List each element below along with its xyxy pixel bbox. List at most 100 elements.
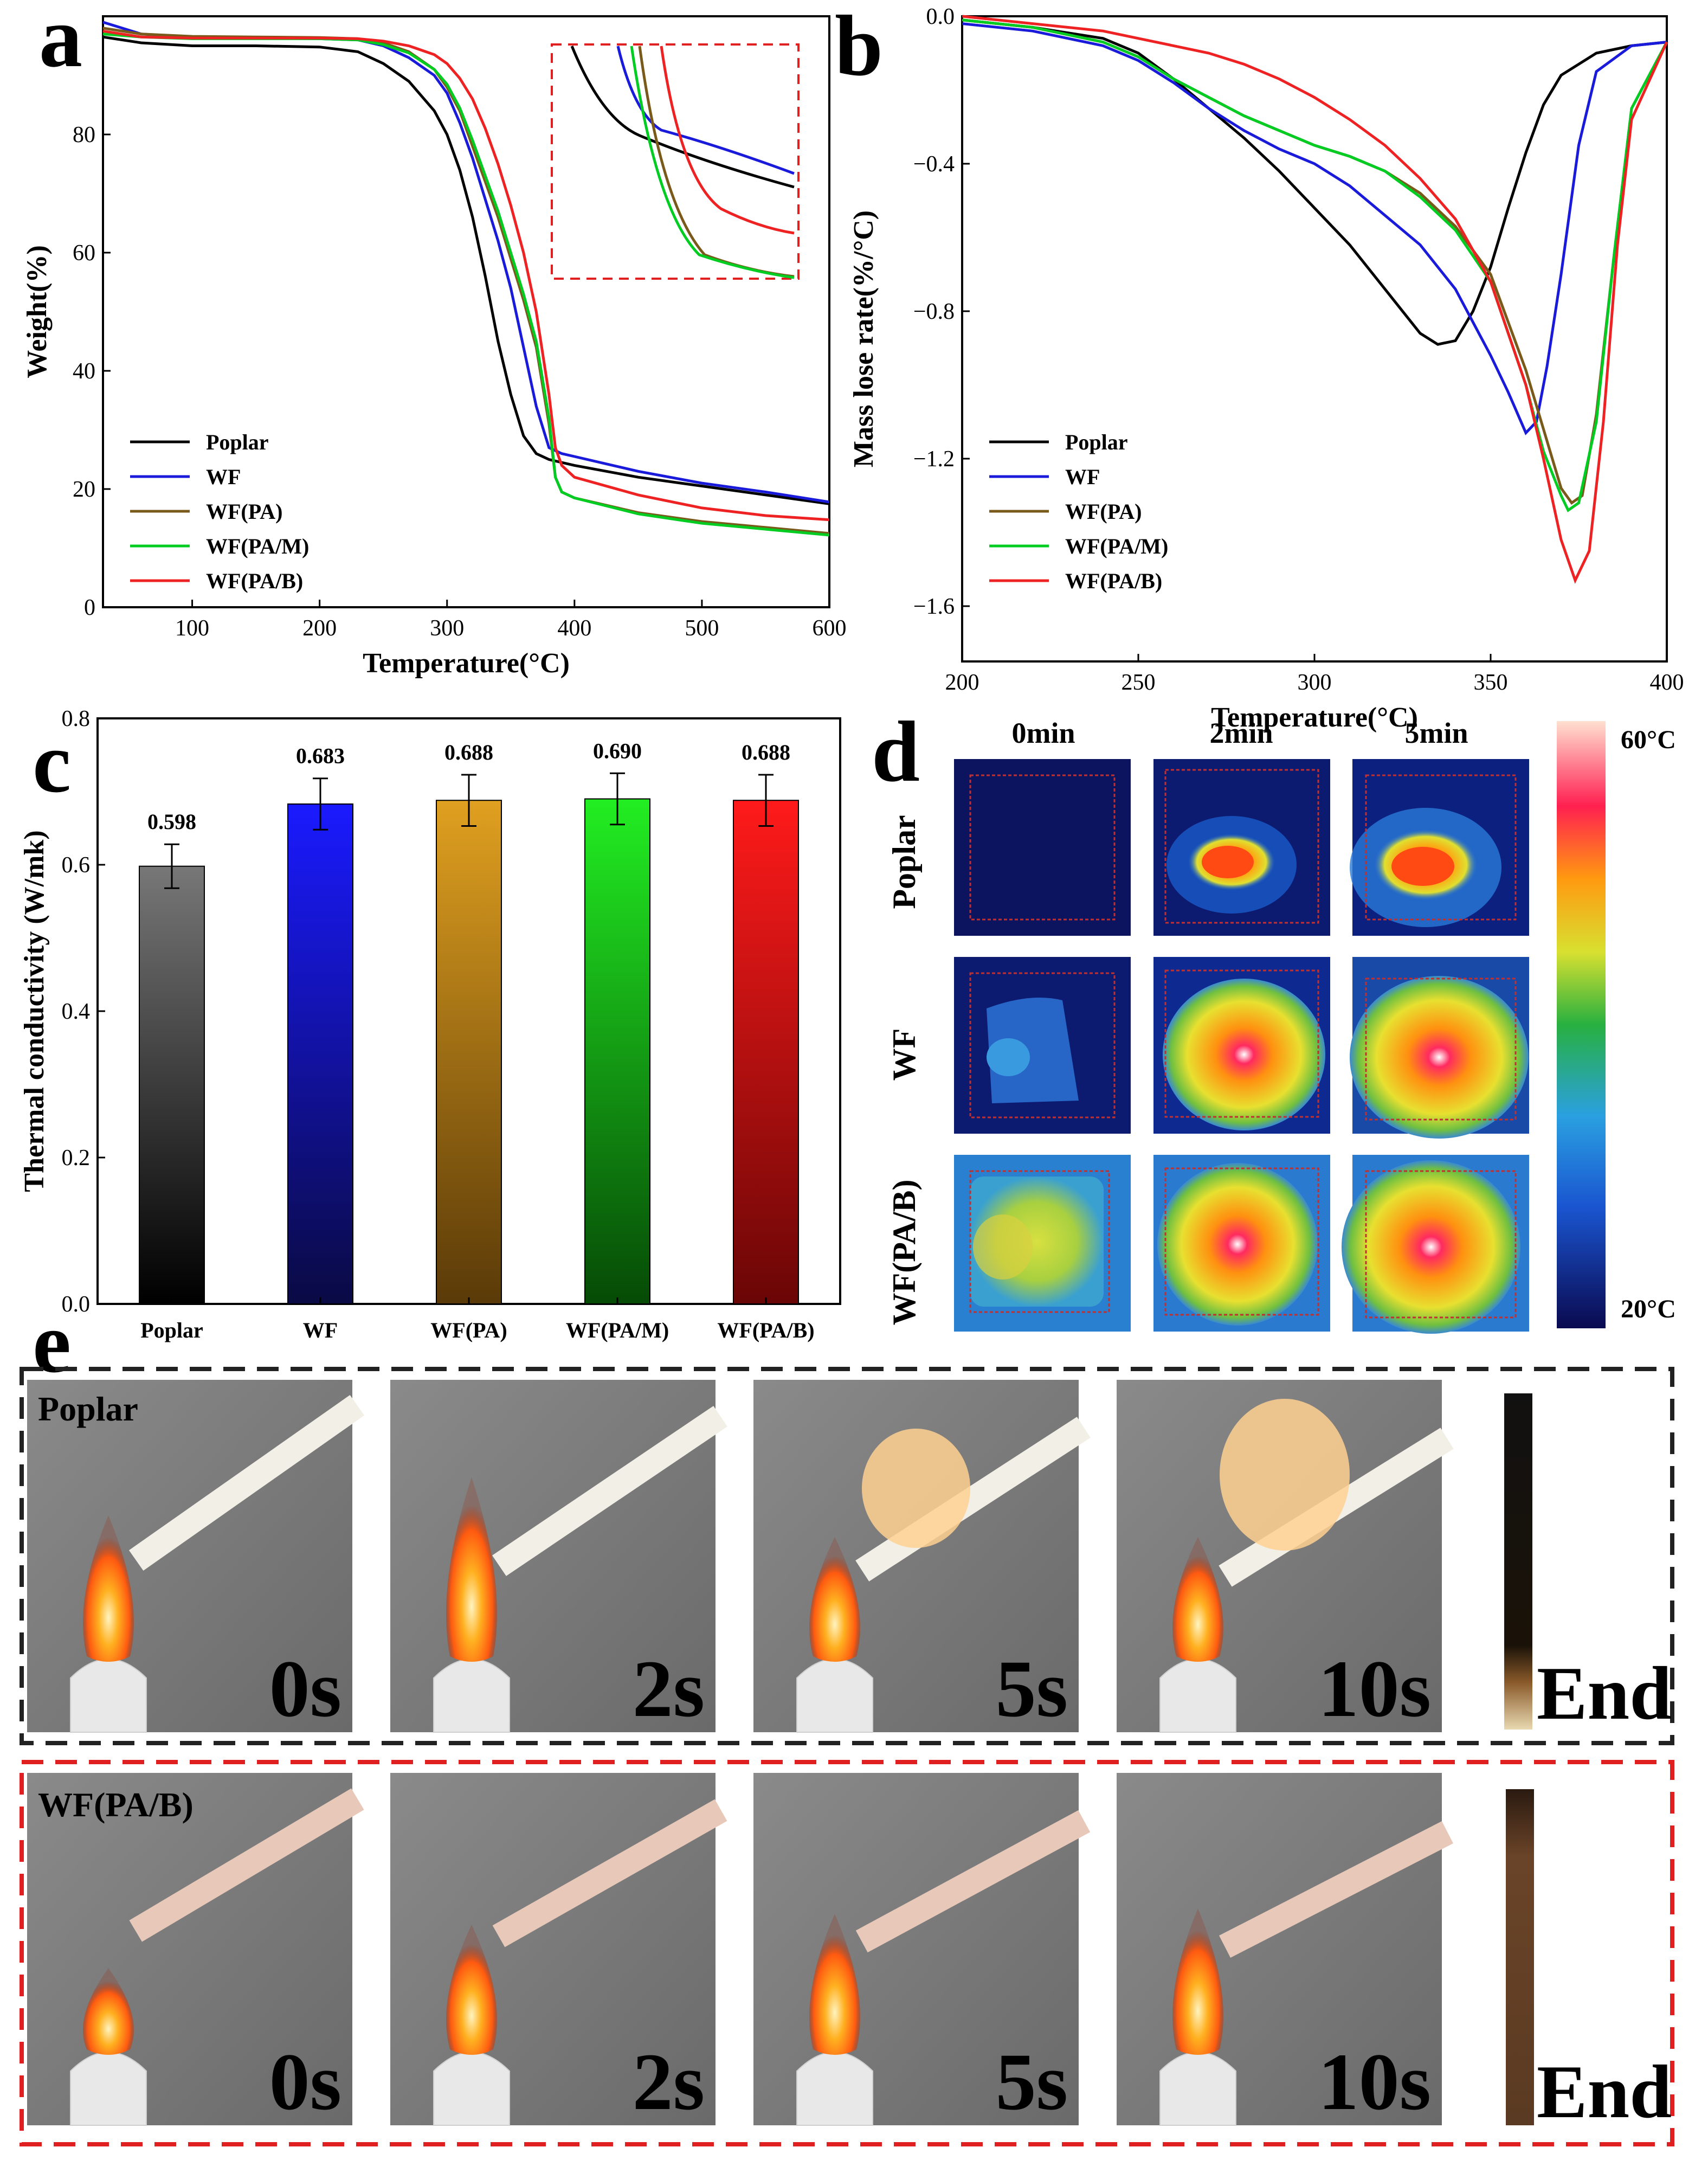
time-label-5s: 5s: [996, 1644, 1068, 1734]
poplar-dashed-frame: [20, 1367, 1674, 1745]
chart-a-tga: 100 200 300 400 500 600 0 20 40 60 80 Temperature(°…: [22, 15, 847, 679]
sample-stick: [492, 1406, 727, 1576]
x-tick-label-a: 300: [430, 616, 464, 641]
panel-letter-d: d: [872, 703, 920, 800]
burning-flame: [862, 1429, 970, 1548]
inset-line-WF(PA): [638, 46, 795, 278]
y-tick-label-a: 0: [84, 595, 95, 620]
legend-label-WF(PA/M): WF(PA/M): [206, 534, 309, 558]
plot-frame-b: [961, 15, 1668, 663]
sample-stick: [129, 1788, 364, 1942]
thermal-image-wf-2min: [1153, 957, 1330, 1134]
panel-letter-a: a: [39, 0, 82, 85]
bar-WF(PA/B): [733, 800, 799, 1304]
charred-sample-wfpab: [1506, 1789, 1534, 2125]
flame: [1172, 1537, 1223, 1662]
burn-photo-wfpab-10s: 10s: [1117, 1773, 1453, 2127]
bar-value-label-WF(PA/B): 0.688: [742, 740, 790, 764]
legend-label-Poplar: Poplar: [206, 430, 269, 454]
y-tick-label-b: −1.2: [913, 447, 955, 472]
time-label-0s: 0s: [269, 2037, 341, 2127]
inset-line-WF(PA/M): [630, 46, 795, 279]
x-tick-label-Poplar: Poplar: [140, 1318, 203, 1342]
bar-WF: [287, 803, 353, 1304]
thermal-image-wf-5min: [1350, 957, 1529, 1139]
series-line-Poplar: [102, 35, 830, 505]
y-tick-label-a: 40: [73, 359, 95, 384]
y-axis-label-b: Mass lose rate(%/°C): [848, 210, 879, 467]
flame: [83, 1968, 134, 2055]
legend-label-WF(PA/B): WF(PA/B): [1065, 569, 1162, 593]
time-label-5s: 5s: [996, 2037, 1068, 2127]
wfpab-dashed-frame: [20, 1760, 1674, 2146]
legend-label-WF(PA): WF(PA): [206, 499, 282, 524]
burn-row-label-poplar: Poplar: [38, 1390, 138, 1428]
panel-e-burning-test: 0s 2s 5s 10s 0s 2s 5s 10s Poplar WF(PA/B) End …: [20, 1367, 1674, 2146]
y-tick-label-b: −1.6: [913, 594, 955, 619]
legend-label-WF: WF: [206, 465, 241, 489]
y-tick-label-c: 0.6: [62, 853, 91, 878]
sample-stick: [492, 1799, 727, 1947]
y-tick-label-a: 60: [73, 241, 95, 266]
inset-line-WF(PA/B): [660, 46, 795, 235]
legend-label-WF(PA): WF(PA): [1065, 499, 1142, 524]
flame: [809, 1537, 860, 1662]
thermal-image-wfpab-0min: [954, 1155, 1131, 1332]
flame: [83, 1515, 134, 1662]
panel-d-thermal-images: 0min 2min 5min Poplar WF WF(PA/B): [886, 717, 1676, 1334]
plot-frame-a: [102, 15, 830, 608]
x-tick-label-a: 100: [175, 616, 209, 641]
series-line-WF(PA/B): [962, 15, 1668, 584]
y-tick-label-b: −0.8: [913, 299, 955, 324]
burner-nozzle: [796, 1658, 873, 1733]
y-tick-label-a: 20: [73, 477, 95, 502]
thermal-image-wf-0min: [954, 957, 1131, 1134]
legend-label-WF(PA/M): WF(PA/M): [1065, 534, 1168, 558]
series-line-WF(PA): [102, 27, 830, 535]
inset-line-Poplar: [570, 46, 795, 189]
time-label-0s: 0s: [269, 1644, 341, 1734]
y-tick-label-a: 80: [73, 123, 95, 147]
sample-stick: [855, 1810, 1091, 1953]
thermal-image-poplar-2min: [1153, 759, 1330, 936]
thermal-color-scale: [1557, 721, 1606, 1328]
thermal-row-poplar: Poplar: [886, 815, 922, 909]
inset-line-WF: [616, 46, 795, 175]
y-tick-label-b: −0.4: [913, 152, 955, 177]
series-line-WF(PA/B): [102, 29, 830, 522]
x-tick-label-WF(PA/B): WF(PA/B): [717, 1318, 814, 1342]
thermal-image-wfpab-2min: [1153, 1155, 1330, 1332]
burner-nozzle: [796, 2052, 873, 2126]
series-line-Poplar: [962, 18, 1667, 346]
burner-nozzle: [433, 1658, 510, 1733]
legend-label-WF: WF: [1065, 465, 1100, 489]
sample-stick: [128, 1394, 365, 1571]
sample-stick: [1219, 1821, 1453, 1958]
chart-c-thermal-conductivity: 0.0 0.2 0.4 0.6 0.8 Thermal conductivity (W/m…: [19, 706, 841, 1342]
x-tick-label-b: 300: [1298, 670, 1332, 695]
y-tick-label-c: 0.0: [62, 1292, 91, 1317]
x-tick-label-WF(PA): WF(PA): [430, 1318, 507, 1342]
thermal-image-poplar-5min: [1350, 759, 1529, 936]
legend-label-Poplar: Poplar: [1065, 430, 1128, 454]
end-label-wfpab: End: [1537, 2050, 1672, 2134]
x-axis-label-b: Temperature(°C): [1211, 702, 1418, 733]
x-tick-label-b: 250: [1122, 670, 1156, 695]
time-label-10s: 10s: [1318, 2037, 1431, 2127]
x-tick-label-WF(PA/M): WF(PA/M): [566, 1318, 669, 1342]
y-tick-label-c: 0.8: [62, 706, 91, 731]
thermal-image-poplar-0min: [954, 759, 1131, 936]
time-label-2s: 2s: [633, 2037, 705, 2127]
y-axis-label-a: Weight(%): [22, 245, 53, 378]
bar-value-label-WF(PA): 0.688: [444, 740, 493, 764]
end-label-poplar: End: [1537, 1651, 1672, 1735]
time-label-10s: 10s: [1318, 1644, 1431, 1734]
burn-photo-wfpab-5s: 5s: [753, 1773, 1091, 2127]
thermal-row-wfpab: WF(PA/B): [886, 1180, 922, 1326]
thermal-col-2min: 2min: [1209, 717, 1273, 749]
scale-max-label: 60°C: [1621, 725, 1676, 754]
flame: [446, 1477, 497, 1662]
y-axis-label-c: Thermal conductivity (W/mk): [19, 830, 50, 1192]
burn-photo-wfpab-0s: 0s: [27, 1773, 364, 2127]
